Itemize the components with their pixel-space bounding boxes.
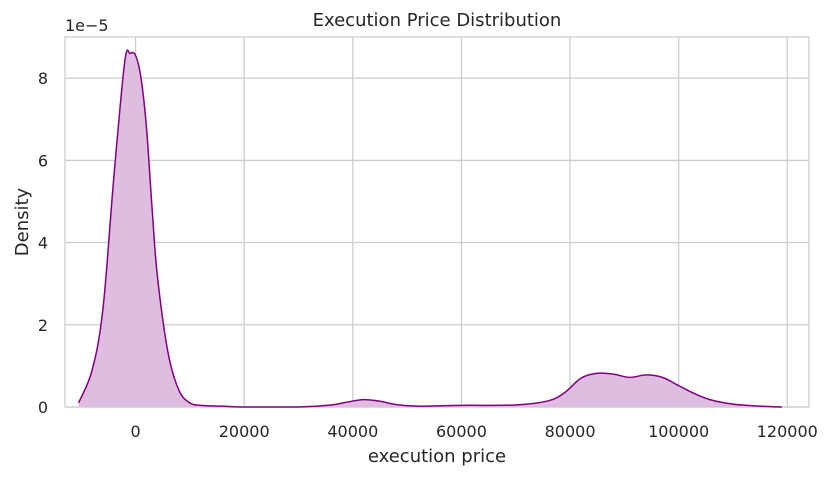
grid-lines: [65, 37, 809, 408]
x-tick-label: 20000: [219, 422, 270, 441]
density-line: [77, 49, 782, 408]
x-tick-label: 100000: [648, 422, 709, 441]
chart-title: Execution Price Distribution: [313, 10, 562, 31]
y-axis-label: Density: [12, 187, 33, 256]
y-tick-label: 6: [38, 151, 48, 170]
y-scale-exponent: 1e−5: [65, 16, 109, 35]
x-tick-label: 60000: [436, 422, 487, 441]
x-axis-label: execution price: [368, 446, 506, 467]
y-tick-labels: 0 2 4 6 8: [38, 69, 48, 417]
y-tick-label: 4: [38, 234, 48, 253]
x-tick-label: 0: [131, 422, 141, 441]
y-tick-label: 8: [38, 69, 48, 88]
y-tick-label: 0: [38, 398, 48, 417]
x-tick-labels: 0 20000 40000 60000 80000 100000 120000: [131, 422, 818, 441]
x-tick-label: 80000: [545, 422, 596, 441]
density-area: [78, 50, 782, 407]
x-tick-label: 120000: [757, 422, 818, 441]
y-tick-label: 2: [38, 316, 48, 335]
x-tick-label: 40000: [327, 422, 378, 441]
plot-frame: [64, 36, 810, 408]
